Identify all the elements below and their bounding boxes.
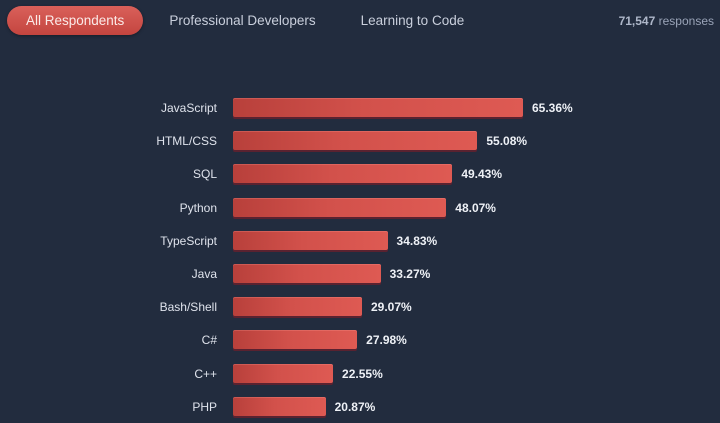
bar[interactable]: [233, 264, 381, 283]
tab-all-respondents[interactable]: All Respondents: [7, 6, 144, 35]
bar[interactable]: [233, 164, 453, 184]
category-label: Python: [179, 200, 217, 215]
bar[interactable]: [233, 230, 388, 250]
chart-row: C++ 22.55%: [0, 363, 720, 384]
value-label: 65.36%: [532, 101, 573, 115]
category-label: Bash/Shell: [159, 300, 217, 315]
category-label: Java: [191, 267, 217, 281]
respondent-filter-tabs: All Respondents Professional Developers …: [7, 6, 486, 35]
responses-label: responses: [658, 14, 714, 28]
category-label: PHP: [192, 399, 217, 414]
bar[interactable]: [233, 98, 523, 117]
bar[interactable]: [233, 197, 447, 217]
chart-row: SQL 49.43%: [0, 164, 720, 184]
category-label: HTML/CSS: [156, 134, 217, 149]
responses-count: 71,547 responses: [619, 14, 714, 28]
category-label: TypeScript: [160, 233, 217, 248]
value-label: 49.43%: [461, 167, 503, 182]
responses-number: 71,547: [618, 14, 656, 28]
tab-professional-developers[interactable]: Professional Developers: [169, 13, 316, 28]
tab-learning-to-code[interactable]: Learning to Code: [360, 13, 465, 28]
bar[interactable]: [233, 396, 326, 416]
value-label: 48.07%: [455, 200, 496, 215]
value-label: 33.27%: [389, 267, 431, 281]
category-label: JavaScript: [160, 101, 217, 115]
chart-row: Java 33.27%: [0, 264, 720, 284]
category-label: SQL: [192, 167, 217, 182]
value-label: 55.08%: [486, 134, 528, 149]
value-label: 34.83%: [396, 233, 438, 248]
chart-row: C# 27.98%: [0, 330, 720, 350]
value-label: 29.07%: [370, 300, 412, 315]
chart-row: Bash/Shell 29.07%: [0, 297, 720, 317]
bar[interactable]: [233, 131, 478, 151]
bar[interactable]: [233, 330, 358, 350]
category-label: C++: [194, 366, 217, 381]
chart-row: TypeScript 34.83%: [0, 230, 720, 251]
bar[interactable]: [233, 297, 362, 317]
chart-row: JavaScript 65.36%: [0, 98, 720, 118]
chart-row: Python 48.07%: [0, 197, 720, 218]
value-label: 27.98%: [366, 333, 407, 348]
chart-row: PHP 20.87%: [0, 396, 720, 417]
bar[interactable]: [233, 363, 334, 383]
category-label: C#: [201, 333, 217, 348]
value-label: 22.55%: [342, 366, 383, 381]
chart-row: HTML/CSS 55.08%: [0, 131, 720, 151]
value-label: 20.87%: [334, 399, 376, 414]
